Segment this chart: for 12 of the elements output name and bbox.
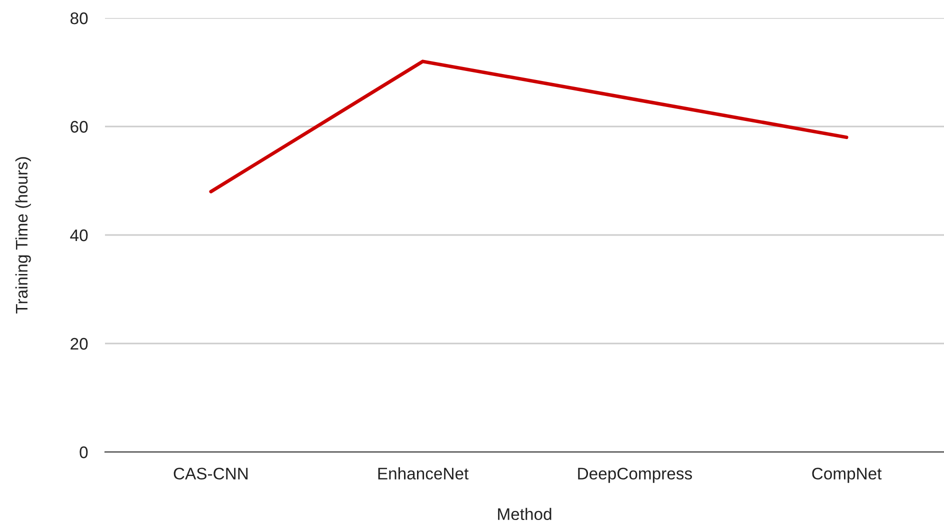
y-tick-label: 40 — [70, 229, 88, 242]
x-tick-label: EnhanceNet — [378, 467, 469, 480]
y-tick-label: 80 — [70, 12, 88, 24]
line-series — [209, 60, 848, 194]
y-tick-label: 20 — [70, 338, 88, 350]
x-tick-label: CompNet — [812, 468, 882, 483]
y-tick-label: 60 — [70, 120, 88, 133]
x-axis-title: Method — [498, 508, 552, 520]
x-tick-label: DeepCompress — [578, 468, 692, 483]
y-tick-label: 0 — [80, 446, 88, 458]
x-tick-label: CAS-CNN — [174, 468, 248, 480]
y-axis-title: Training Time (hours) — [15, 157, 31, 314]
